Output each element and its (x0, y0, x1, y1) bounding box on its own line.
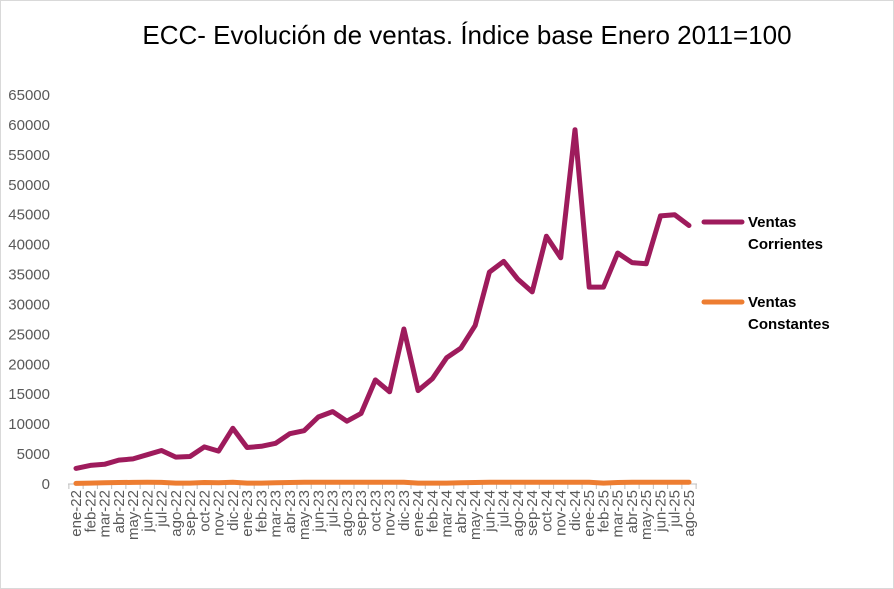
y-tick-label: 35000 (8, 267, 50, 284)
y-tick-label: 30000 (8, 296, 50, 313)
x-tick-label: dic-22 (225, 490, 242, 531)
x-tick-label: ago-22 (168, 490, 185, 537)
y-axis: 0 5000 10000 15000 20000 25000 30000 35000 40000… (8, 87, 50, 493)
x-tick-label: abr-23 (282, 490, 299, 533)
x-tick-label: ago-23 (339, 490, 356, 537)
x-tick-label: ago-24 (510, 490, 527, 537)
x-tick-label: jun-22 (139, 490, 156, 533)
x-tick-label: may-22 (125, 490, 142, 540)
legend-label: Ventas Constantes (748, 294, 830, 333)
series-line-ventas-corrientes (73, 127, 692, 471)
x-axis: ene-22feb-22mar-22abr-22may-22jun-22jul-… (68, 483, 698, 540)
x-tick-label: oct-22 (196, 490, 213, 532)
x-tick-label: jun-25 (652, 490, 669, 533)
x-tick-label: mar-24 (439, 490, 456, 538)
x-tick-label: sep-22 (182, 490, 199, 536)
x-tick-label: jul-22 (154, 490, 171, 528)
x-tick-label: feb-24 (424, 490, 441, 533)
x-tick-label: dic-24 (567, 490, 584, 531)
x-tick-label: abr-22 (111, 490, 128, 533)
y-tick-label: 60000 (8, 117, 50, 134)
series-layer (73, 127, 692, 486)
x-tick-label: may-25 (638, 490, 655, 540)
y-tick-label: 10000 (8, 416, 50, 433)
x-tick-label: ago-25 (681, 490, 698, 537)
legend: Ventas Corrientes Ventas Constantes (701, 214, 830, 333)
x-tick-label: ene-22 (68, 490, 85, 537)
series-line-ventas-constantes (73, 479, 692, 486)
x-tick-label: mar-23 (268, 490, 285, 538)
x-tick-label: may-24 (467, 490, 484, 540)
x-tick-label: may-23 (296, 490, 313, 540)
y-tick-label: 5000 (17, 446, 50, 463)
y-tick-label: 50000 (8, 177, 50, 194)
y-tick-label: 45000 (8, 207, 50, 224)
x-tick-label: abr-24 (453, 490, 470, 533)
x-tick-label: sep-24 (524, 490, 541, 536)
y-tick-label: 15000 (8, 386, 50, 403)
x-tick-label: ene-25 (581, 490, 598, 537)
x-tick-label: mar-22 (97, 490, 114, 538)
y-tick-label: 20000 (8, 356, 50, 373)
x-tick-label: feb-25 (595, 490, 612, 533)
x-tick-label: dic-23 (396, 490, 413, 531)
y-tick-label: 0 (42, 476, 50, 493)
x-tick-label: ene-24 (410, 490, 427, 537)
x-tick-label: jun-23 (310, 490, 327, 533)
x-tick-label: jun-24 (481, 490, 498, 533)
x-tick-label: abr-25 (624, 490, 641, 533)
x-tick-label: nov-22 (211, 490, 228, 536)
x-tick-label: jul-25 (667, 490, 684, 528)
x-tick-label: oct-24 (538, 490, 555, 532)
y-tick-label: 40000 (8, 237, 50, 254)
legend-label: Ventas Corrientes (748, 214, 823, 253)
x-tick-label: nov-24 (553, 490, 570, 536)
x-tick-label: nov-23 (382, 490, 399, 536)
chart-title: ECC- Evolución de ventas. Índice base En… (142, 20, 792, 50)
x-tick-label: feb-23 (253, 490, 270, 533)
x-tick-label: ene-23 (239, 490, 256, 537)
x-tick-label: jul-23 (325, 490, 342, 528)
y-tick-label: 55000 (8, 147, 50, 164)
y-tick-label: 65000 (8, 87, 50, 104)
x-tick-label: feb-22 (82, 490, 99, 533)
y-tick-label: 25000 (8, 326, 50, 343)
x-tick-label: sep-23 (353, 490, 370, 536)
x-tick-label: jul-24 (496, 490, 513, 528)
x-tick-label: mar-25 (610, 490, 627, 538)
x-tick-label: oct-23 (367, 490, 384, 532)
